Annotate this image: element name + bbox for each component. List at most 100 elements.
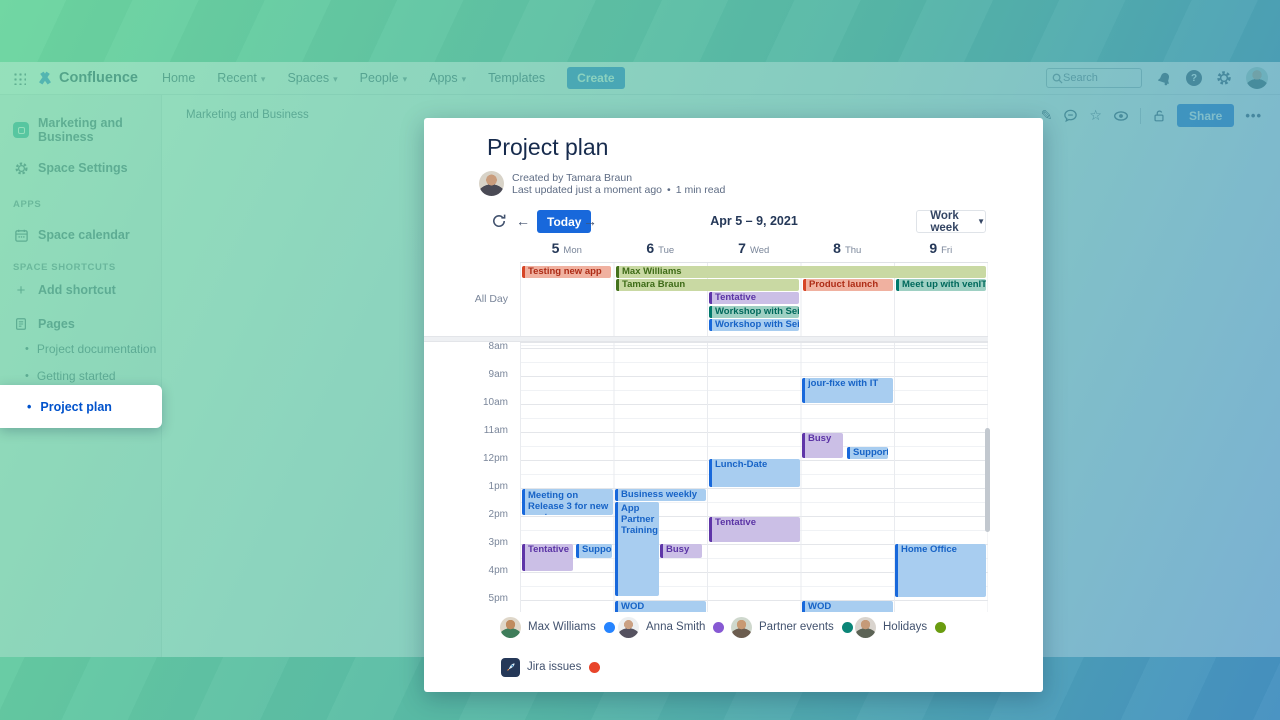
- nav-item-spaces[interactable]: Spaces: [287, 71, 337, 85]
- search-input[interactable]: [1063, 72, 1133, 84]
- legend-item[interactable]: Holidays: [855, 616, 947, 638]
- calendar-event[interactable]: Testing new app: [522, 266, 611, 278]
- calendar-event[interactable]: Meet up with venITur: [896, 279, 986, 291]
- unlock-icon[interactable]: [1152, 109, 1166, 123]
- time-label: 3pm: [488, 537, 508, 548]
- sidebar-space-name[interactable]: Marketing and Business: [0, 116, 162, 144]
- calendar-event[interactable]: Workshop with Seiber: [709, 319, 799, 331]
- calendar-event[interactable]: WOD: [802, 601, 893, 612]
- sidebar-item-project-documentation[interactable]: • Project documentation: [25, 342, 157, 356]
- time-label: 9am: [488, 369, 508, 380]
- calendar-event[interactable]: Max Williams: [616, 266, 986, 278]
- calendar-event[interactable]: Tentative: [709, 292, 799, 304]
- space-sidebar: Marketing and Business Space Settings AP…: [0, 95, 162, 657]
- sidebar-apps-header: APPS: [13, 199, 42, 210]
- sidebar-item-pages[interactable]: Pages: [0, 312, 162, 336]
- nav-item-apps[interactable]: Apps: [429, 71, 466, 85]
- help-icon[interactable]: ?: [1186, 70, 1202, 86]
- user-avatar[interactable]: [1246, 67, 1268, 89]
- actions-divider: [1139, 107, 1141, 124]
- comment-icon[interactable]: [1063, 108, 1078, 123]
- day-header-wed: 7 Wed: [738, 240, 770, 256]
- created-by: Created by Tamara Braun: [512, 172, 633, 184]
- calendar-event[interactable]: Home Office: [895, 544, 986, 597]
- sidebar-item-project-plan[interactable]: • Project plan: [0, 385, 162, 428]
- search-box[interactable]: [1046, 68, 1142, 88]
- nav-item-recent[interactable]: Recent: [217, 71, 265, 85]
- legend-name: Anna Smith: [646, 621, 706, 633]
- calendar-toolbar: ← Today → Apr 5 – 9, 2021 Work week ▼: [424, 210, 1043, 234]
- calendar-event[interactable]: Lunch-Date: [709, 459, 800, 487]
- calendar-event[interactable]: WOD: [615, 601, 706, 612]
- bullet-icon: •: [27, 399, 32, 414]
- color-dot: [713, 621, 725, 633]
- calendar-icon: [13, 228, 29, 243]
- time-label: 4pm: [488, 565, 508, 576]
- day-header-row: 5 Mon 6 Tue 7 Wed 8 Thu 9 Fri: [520, 240, 988, 261]
- calendar-event[interactable]: Busy: [660, 544, 702, 558]
- legend-item[interactable]: Anna Smith: [618, 616, 725, 638]
- sidebar-item-getting-started[interactable]: • Getting started: [25, 369, 116, 383]
- time-label: 5pm: [488, 593, 508, 604]
- all-day-events-area: Testing new app Max Williams Tamara Braun P…: [520, 262, 988, 336]
- sidebar-item-add-shortcut[interactable]: + Add shortcut: [0, 278, 162, 302]
- sidebar-item-space-settings[interactable]: Space Settings: [0, 156, 162, 180]
- jira-rocket-icon: [501, 657, 520, 677]
- calendar-event[interactable]: Tentative: [709, 517, 800, 542]
- calendar-event[interactable]: Product launch: [803, 279, 893, 291]
- calendar-event[interactable]: Workshop with Seiber: [709, 306, 799, 318]
- time-grid: jour-fixe with IT Busy Support Lunch-Date Me…: [520, 342, 988, 612]
- app-switcher-icon[interactable]: [13, 71, 26, 85]
- share-button[interactable]: Share: [1176, 104, 1235, 127]
- day-header-fri: 9 Fri: [929, 240, 953, 256]
- calendar-event[interactable]: Support: [576, 544, 612, 558]
- search-icon: [1052, 73, 1063, 84]
- calendar-scrollbar[interactable]: [985, 428, 990, 532]
- calendar-event[interactable]: Meeting on Release 3 for new customers: [522, 489, 613, 515]
- calendar-event[interactable]: Busy: [802, 433, 843, 458]
- calendar-event[interactable]: App Partner Training: [615, 502, 659, 596]
- calendar-event[interactable]: Business weekly: [615, 489, 706, 501]
- calendar-event[interactable]: Tentative: [522, 544, 573, 571]
- page-actions: ✎ ☆ Share •••: [1041, 104, 1262, 127]
- refresh-icon[interactable]: [490, 212, 508, 235]
- legend-name: Jira issues: [527, 661, 582, 673]
- confluence-logo-icon: [37, 70, 53, 86]
- legend-item[interactable]: Jira issues: [501, 656, 601, 678]
- breadcrumb[interactable]: Marketing and Business: [186, 109, 309, 121]
- last-updated: Last updated just a moment ago • 1 min rea…: [512, 184, 726, 196]
- day-header-mon: 5 Mon: [551, 240, 582, 256]
- time-label: 8am: [488, 341, 508, 352]
- nav-item-home[interactable]: Home: [161, 71, 196, 85]
- author-avatar[interactable]: [479, 171, 504, 196]
- chevron-down-icon: ▼: [977, 217, 985, 226]
- legend-item[interactable]: Max Williams: [500, 616, 615, 638]
- app-name: Confluence: [59, 70, 138, 86]
- calendar-event[interactable]: Support: [847, 447, 888, 459]
- primary-nav: Home Recent Spaces People Apps Templates: [162, 71, 545, 85]
- color-dot: [935, 621, 947, 633]
- watch-eye-icon[interactable]: [1113, 108, 1129, 124]
- legend-item[interactable]: Partner events: [731, 616, 853, 638]
- day-header-tue: 6 Tue: [646, 240, 675, 256]
- time-label: 11am: [483, 425, 508, 436]
- settings-gear-icon[interactable]: [1215, 69, 1233, 87]
- nav-item-people[interactable]: People: [360, 71, 407, 85]
- page-title: Project plan: [487, 134, 609, 160]
- color-dot: [841, 621, 853, 633]
- color-dot: [589, 661, 601, 673]
- calendar-event[interactable]: Tamara Braun: [616, 279, 799, 291]
- notifications-bell-icon[interactable]: [1155, 69, 1173, 87]
- time-label: 12pm: [482, 453, 508, 464]
- bullet-icon: •: [25, 343, 29, 355]
- more-actions-icon[interactable]: •••: [1245, 108, 1262, 123]
- view-selector[interactable]: Work week ▼: [916, 210, 986, 234]
- create-button[interactable]: Create: [567, 67, 625, 89]
- read-time: 1 min read: [675, 184, 726, 196]
- star-icon[interactable]: ☆: [1089, 107, 1102, 123]
- sidebar-item-space-calendar[interactable]: Space calendar: [0, 223, 162, 247]
- calendar-event[interactable]: jour-fixe with IT: [802, 378, 893, 403]
- nav-item-templates[interactable]: Templates: [488, 71, 546, 85]
- avatar: [500, 616, 521, 638]
